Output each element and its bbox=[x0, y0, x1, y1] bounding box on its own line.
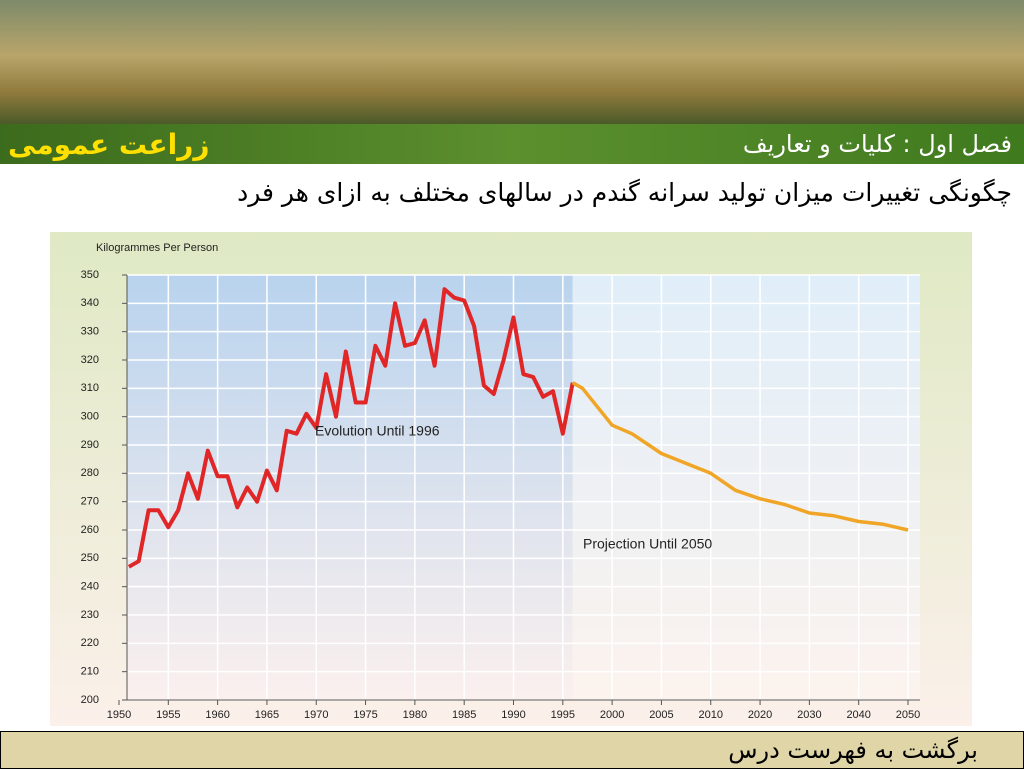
y-tick-label: 230 bbox=[81, 609, 99, 621]
banner-image bbox=[0, 0, 1024, 124]
x-tick-label: 1955 bbox=[156, 709, 180, 721]
y-tick-label: 330 bbox=[81, 326, 99, 338]
y-tick-label: 300 bbox=[81, 411, 99, 423]
x-tick-label: 2020 bbox=[748, 709, 772, 721]
series-line bbox=[571, 381, 909, 532]
x-tick-label: 1950 bbox=[107, 709, 131, 721]
y-tick-label: 290 bbox=[81, 439, 99, 451]
footer-bar bbox=[0, 731, 1024, 769]
y-tick-label: 220 bbox=[81, 637, 99, 649]
y-axis-label: Kilogrammes Per Person bbox=[96, 242, 218, 254]
y-tick-label: 320 bbox=[81, 354, 99, 366]
y-tick-label: 240 bbox=[81, 581, 99, 593]
course-title: زراعت عمومی bbox=[8, 128, 210, 161]
y-tick-label: 340 bbox=[81, 297, 99, 309]
back-link[interactable]: برگشت به فهرست درس bbox=[728, 736, 978, 764]
y-tick-label: 200 bbox=[81, 694, 99, 706]
x-tick-label: 2010 bbox=[699, 709, 723, 721]
x-tick-label: 1965 bbox=[255, 709, 279, 721]
y-tick-label: 350 bbox=[81, 269, 99, 281]
x-tick-label: 1960 bbox=[205, 709, 229, 721]
x-tick-label: 1990 bbox=[501, 709, 525, 721]
x-tick-label: 1985 bbox=[452, 709, 476, 721]
y-tick-label: 210 bbox=[81, 666, 99, 678]
series-label: Evolution Until 1996 bbox=[315, 423, 440, 439]
x-tick-label: 2040 bbox=[846, 709, 870, 721]
series-line bbox=[127, 287, 575, 569]
slide-heading: چگونگی تغییرات میزان تولید سرانه گندم در… bbox=[237, 178, 1012, 207]
x-tick-label: 1970 bbox=[304, 709, 328, 721]
x-tick-label: 2000 bbox=[600, 709, 624, 721]
y-tick-label: 260 bbox=[81, 524, 99, 536]
y-tick-label: 270 bbox=[81, 496, 99, 508]
series-label: Projection Until 2050 bbox=[583, 536, 712, 552]
x-tick-label: 2005 bbox=[649, 709, 673, 721]
y-tick-label: 250 bbox=[81, 552, 99, 564]
x-tick-label: 2030 bbox=[797, 709, 821, 721]
header-band bbox=[0, 124, 1024, 164]
y-tick-label: 310 bbox=[81, 382, 99, 394]
x-tick-label: 2050 bbox=[896, 709, 920, 721]
x-tick-label: 1995 bbox=[551, 709, 575, 721]
y-tick-label: 280 bbox=[81, 467, 99, 479]
x-tick-label: 1975 bbox=[353, 709, 377, 721]
x-tick-label: 1980 bbox=[403, 709, 427, 721]
chapter-title: فصل اول : کلیات و تعاریف bbox=[742, 130, 1012, 158]
projection-region bbox=[572, 275, 920, 700]
